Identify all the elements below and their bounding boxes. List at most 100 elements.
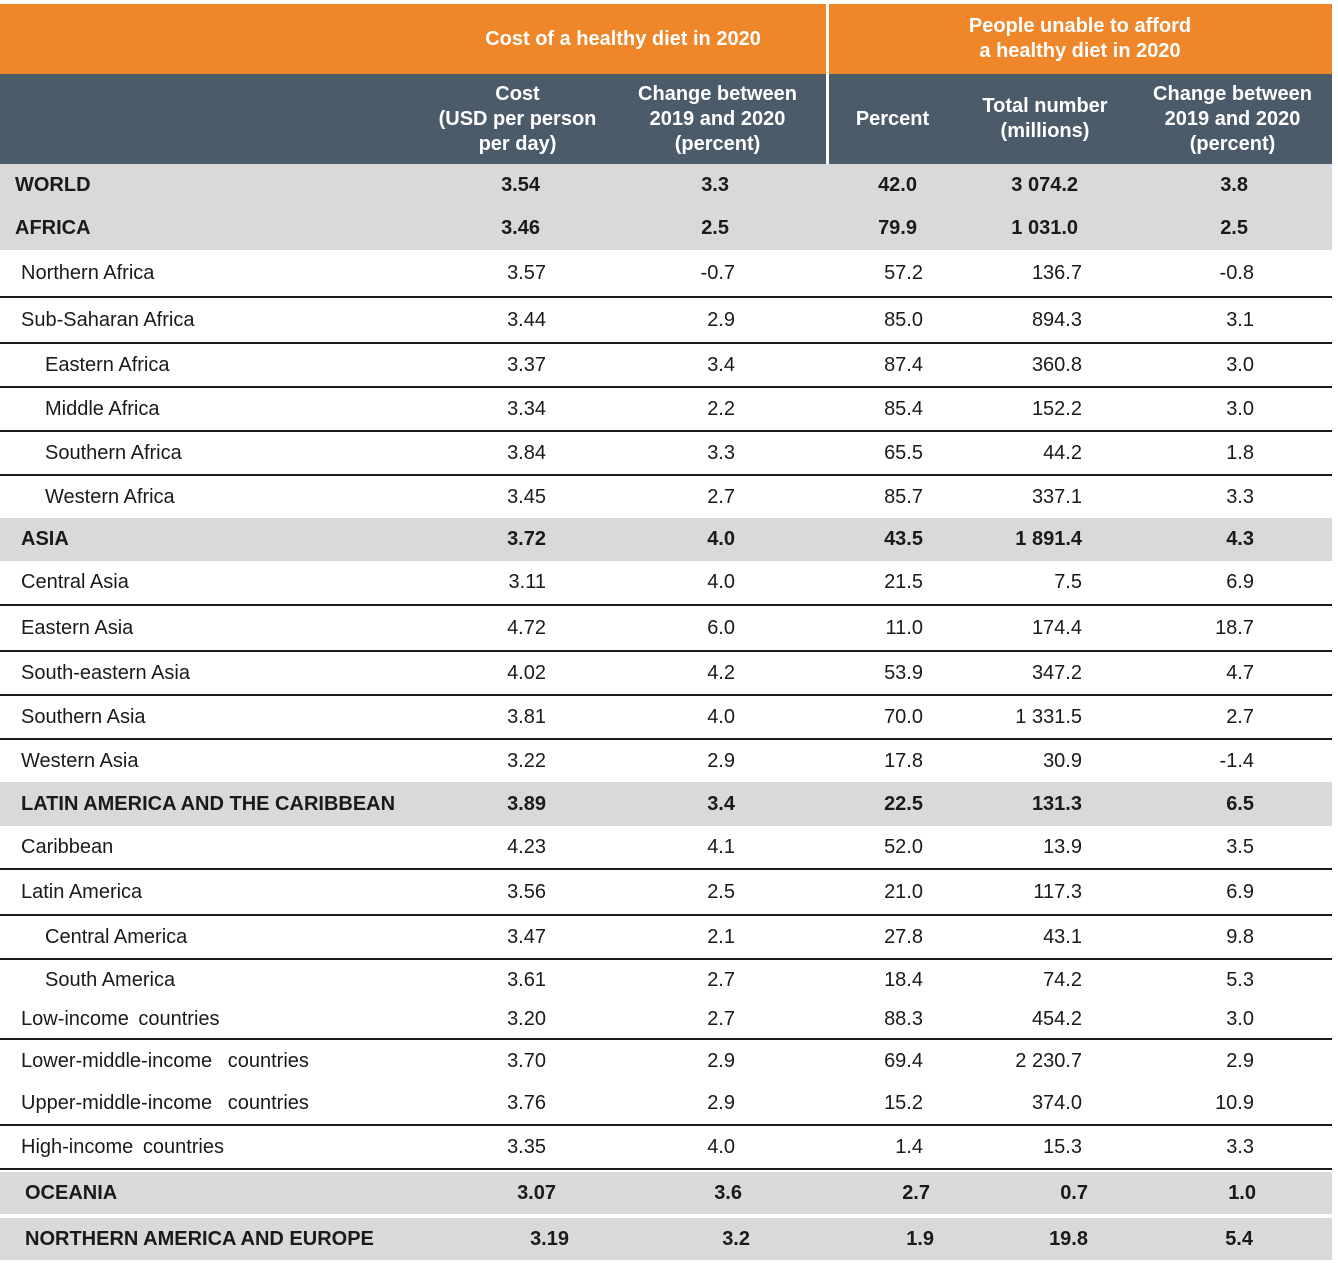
cell-cost: 4.02	[507, 661, 546, 684]
cell-percent: 1.4	[895, 1135, 923, 1158]
row-name: Upper-middle-income countries	[21, 1091, 309, 1114]
cell-percent: 43.5	[884, 528, 923, 550]
table-row: Upper-middle-income countries 3.76 2.9 1…	[0, 1082, 1332, 1126]
cell-cost: 3.84	[507, 441, 546, 464]
cell-total: 43.1	[1043, 925, 1082, 948]
table-row: Eastern Asia 4.72 6.0 11.0 174.4 18.7	[0, 606, 1332, 652]
table-row: Middle Africa 3.34 2.2 85.4 152.2 3.0	[0, 388, 1332, 432]
cell-cost: 3.54	[501, 174, 540, 196]
cell-change: -1.4	[1219, 749, 1254, 772]
row-name: NORTHERN AMERICA AND EUROPE	[25, 1227, 374, 1250]
cell-percent: 21.0	[884, 880, 923, 903]
row-name: Central Asia	[21, 571, 129, 593]
cell-percent: 88.3	[884, 1007, 923, 1030]
cell-percent: 85.7	[884, 485, 923, 508]
cell-cost: 3.61	[507, 968, 546, 991]
cell-change: 3.0	[1226, 353, 1254, 376]
cell-change: 1.0	[1228, 1181, 1256, 1204]
table-row: LATIN AMERICA AND THE CARIBBEAN 3.89 3.4…	[0, 782, 1332, 826]
cell-change: 6.5	[1226, 792, 1254, 815]
cell-percent: 52.0	[884, 835, 923, 858]
cell-cost-change: 3.4	[707, 353, 735, 376]
row-name: Southern Asia	[21, 705, 146, 728]
cell-cost-change: 4.0	[707, 705, 735, 728]
cell-total: 2 230.7	[1015, 1049, 1082, 1072]
cell-change: 2.7	[1226, 705, 1254, 728]
cell-percent: 11.0	[885, 616, 923, 639]
cell-percent: 85.4	[884, 397, 923, 420]
cell-cost: 3.35	[507, 1135, 546, 1158]
cell-percent: 79.9	[878, 217, 917, 239]
row-name: Southern Africa	[45, 441, 182, 464]
cell-change: 3.0	[1226, 1007, 1254, 1030]
row-name: High-income countries	[21, 1135, 224, 1158]
cell-total: 1 331.5	[1015, 705, 1082, 728]
group-header-cost: Cost of a healthy diet in 2020	[485, 27, 761, 50]
row-name: ASIA	[21, 528, 69, 550]
cell-cost: 4.23	[507, 835, 546, 858]
cell-cost-change: 4.0	[707, 1135, 735, 1158]
col-header-change: Change between 2019 and 2020 (percent)	[1153, 82, 1312, 155]
cell-percent: 21.5	[884, 571, 923, 593]
group-header-row: Cost of a healthy diet in 2020 People un…	[0, 4, 1332, 74]
row-name: Central America	[45, 925, 188, 948]
cell-cost-change: 2.7	[707, 485, 735, 508]
cell-total: 15.3	[1043, 1135, 1082, 1158]
table-row: ASIA 3.72 4.0 43.5 1 891.4 4.3	[0, 518, 1332, 561]
cell-cost: 3.45	[507, 485, 546, 508]
cell-total: 337.1	[1031, 485, 1082, 508]
cell-total: 44.2	[1043, 441, 1082, 464]
cell-cost: 3.20	[507, 1007, 546, 1030]
row-name: AFRICA	[15, 217, 91, 239]
cell-total: 13.9	[1043, 835, 1082, 858]
cell-total: 131.3	[1031, 792, 1082, 815]
cell-cost: 3.37	[507, 353, 546, 376]
cell-percent: 65.5	[884, 441, 923, 464]
column-header-row: Cost (USD per person per day) Change bet…	[0, 74, 1332, 164]
cell-change: 5.4	[1225, 1227, 1253, 1250]
cell-cost-change: 3.2	[722, 1227, 750, 1250]
table-row: South America 3.61 2.7 18.4 74.2 5.3	[0, 960, 1332, 1000]
cell-change: -0.8	[1219, 261, 1254, 284]
cell-total: 30.9	[1043, 749, 1082, 772]
row-name: OCEANIA	[25, 1181, 118, 1204]
cell-total: 347.2	[1031, 661, 1082, 684]
table-row: Southern Asia 3.81 4.0 70.0 1 331.5 2.7	[0, 696, 1332, 740]
cell-change: 18.7	[1215, 616, 1254, 639]
cell-total: 1 891.4	[1015, 528, 1082, 550]
row-name: Northern Africa	[21, 261, 155, 284]
cell-cost-change: -0.7	[700, 261, 735, 284]
cell-change: 3.1	[1226, 308, 1254, 331]
table-row: Eastern Africa 3.37 3.4 87.4 360.8 3.0	[0, 344, 1332, 388]
cell-change: 3.8	[1220, 174, 1248, 196]
row-name: Western Asia	[21, 749, 139, 772]
cell-total: 1 031.0	[1011, 217, 1078, 239]
cell-cost-change: 2.9	[707, 308, 735, 331]
cell-cost-change: 2.9	[707, 1091, 735, 1114]
cell-cost-change: 3.3	[701, 174, 729, 196]
cell-cost-change: 2.7	[707, 968, 735, 991]
col-header-total: Total number (millions)	[982, 95, 1108, 142]
cell-cost: 3.11	[508, 571, 546, 593]
cell-change: 3.3	[1226, 1135, 1254, 1158]
cell-percent: 1.9	[906, 1227, 934, 1250]
cell-change: 2.9	[1226, 1049, 1254, 1072]
cell-cost: 4.72	[507, 616, 546, 639]
cell-change: 4.7	[1226, 661, 1254, 684]
cell-cost-change: 4.2	[707, 661, 735, 684]
row-name: Latin America	[21, 880, 143, 903]
row-name: LATIN AMERICA AND THE CARIBBEAN	[21, 792, 396, 815]
row-name: Western Africa	[45, 485, 175, 508]
cell-total: 7.5	[1054, 571, 1082, 593]
cell-change: 3.3	[1226, 485, 1254, 508]
cell-change: 6.9	[1226, 880, 1254, 903]
cell-change: 3.0	[1226, 397, 1254, 420]
cell-cost-change: 2.5	[701, 217, 729, 239]
cell-total: 3 074.2	[1011, 174, 1078, 196]
table-row: Southern Africa 3.84 3.3 65.5 44.2 1.8	[0, 432, 1332, 476]
row-name: WORLD	[15, 174, 91, 196]
cell-cost-change: 4.1	[707, 835, 735, 858]
cell-cost-change: 2.9	[707, 1049, 735, 1072]
row-name: Low-income countries	[21, 1007, 220, 1030]
cell-total: 19.8	[1049, 1227, 1088, 1250]
